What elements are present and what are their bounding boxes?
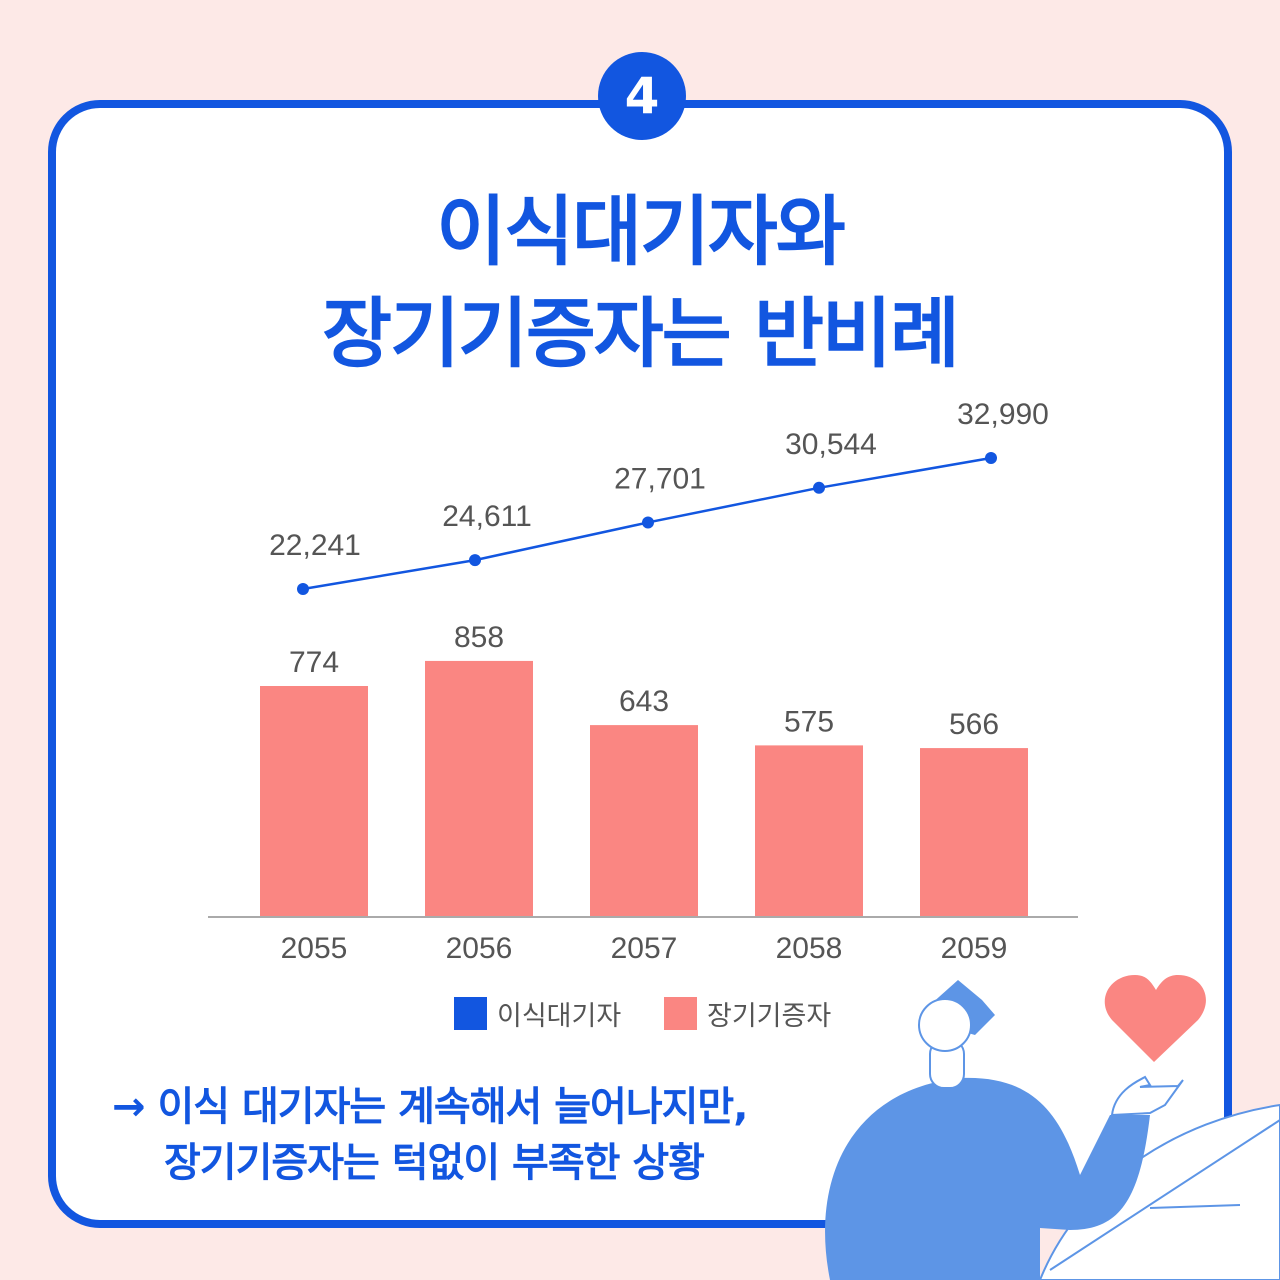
- line-point: [813, 481, 825, 494]
- heart-icon: [1104, 975, 1206, 1062]
- bar: [590, 725, 698, 917]
- line-value-label: 30,544: [785, 428, 877, 461]
- leaf-icon: [1038, 1103, 1280, 1280]
- legend-item-donor: 장기기증자: [664, 994, 831, 1033]
- hand: [1110, 1075, 1184, 1117]
- x-tick-label: 2057: [611, 932, 678, 965]
- line-value-label: 27,701: [614, 462, 706, 495]
- bar: [425, 660, 533, 917]
- line-point: [297, 583, 309, 595]
- line-point: [985, 452, 997, 464]
- bar: [260, 686, 368, 917]
- card: [48, 100, 1232, 1228]
- head: [918, 998, 972, 1052]
- bar: [920, 748, 1028, 917]
- line-value-label: 32,990: [957, 398, 1049, 431]
- legend-label: 이식대기자: [497, 1001, 622, 1032]
- legend-item-waiting: 이식대기자: [454, 994, 621, 1033]
- note-line-2: 장기기증자는 턱없이 부족한 상황: [164, 1140, 705, 1186]
- line-value-label: 24,611: [442, 500, 532, 533]
- step-badge: 4: [598, 52, 686, 140]
- legend-swatch-line: [454, 997, 487, 1030]
- body-shape: [825, 1077, 1150, 1280]
- legend-swatch-bar: [664, 997, 697, 1030]
- legend-label: 장기기증자: [707, 1001, 832, 1032]
- title-line-2: 장기기증자는 반비례: [322, 289, 960, 378]
- x-tick-label: 2058: [776, 932, 843, 965]
- bar-value-label: 566: [949, 708, 999, 741]
- line-point: [642, 516, 654, 529]
- bar-value-label: 774: [289, 646, 339, 679]
- title-line-1: 이식대기자와: [436, 187, 846, 276]
- bar: [755, 745, 863, 917]
- x-tick-label: 2059: [941, 932, 1008, 965]
- x-tick-label: 2056: [446, 932, 513, 965]
- x-tick-label: 2055: [281, 932, 348, 965]
- bar-value-label: 858: [454, 621, 504, 654]
- line-point: [469, 554, 481, 567]
- line-value-label: 22,241: [269, 529, 361, 562]
- bar-value-label: 643: [619, 685, 669, 718]
- note-line-1: → 이식 대기자는 계속해서 늘어나지만,: [112, 1084, 748, 1130]
- bar-value-label: 575: [784, 705, 834, 738]
